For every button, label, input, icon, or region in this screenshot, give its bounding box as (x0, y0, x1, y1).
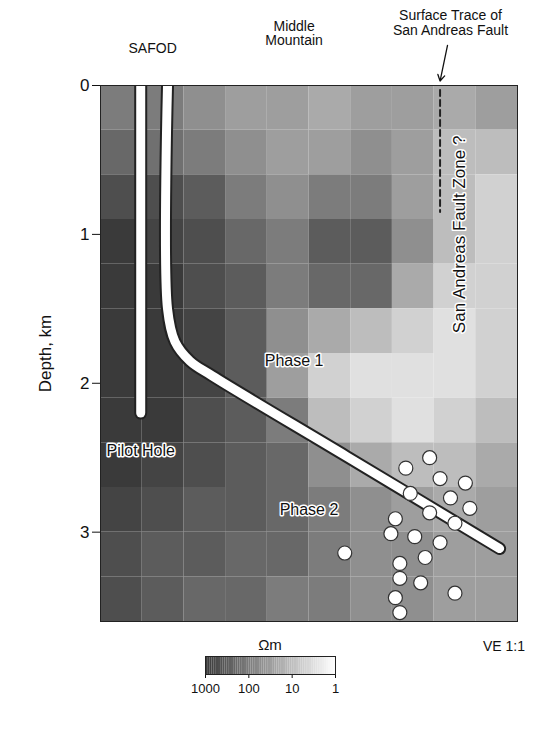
svg-text:Surface Trace ofSan Andreas Fa: Surface Trace ofSan Andreas Fault (393, 7, 508, 38)
html-text:Ωm: Ωm (258, 636, 282, 653)
svg-text:Phase 2: Phase 2 (280, 501, 339, 518)
svg-text:1: 1 (80, 225, 89, 244)
svg-text:100: 100 (238, 681, 260, 696)
svg-text:MiddleMountain: MiddleMountain (265, 18, 323, 49)
svg-text:1: 1 (332, 681, 339, 696)
svg-text:San Andreas Fault Zone ?: San Andreas Fault Zone ? (450, 136, 469, 334)
svg-text:Depth, km: Depth, km (36, 315, 55, 392)
svg-text:3: 3 (80, 523, 89, 542)
svg-text:1000: 1000 (191, 681, 220, 696)
svg-text:SAFOD: SAFOD (129, 40, 177, 56)
html-text:VE 1:1: VE 1:1 (483, 638, 525, 654)
svg-text:Phase 1: Phase 1 (265, 352, 324, 369)
svg-text:Pilot Hole: Pilot Hole (106, 442, 175, 459)
svg-text:2: 2 (80, 374, 89, 393)
svg-text:0: 0 (80, 76, 89, 95)
svg-text:10: 10 (285, 681, 299, 696)
